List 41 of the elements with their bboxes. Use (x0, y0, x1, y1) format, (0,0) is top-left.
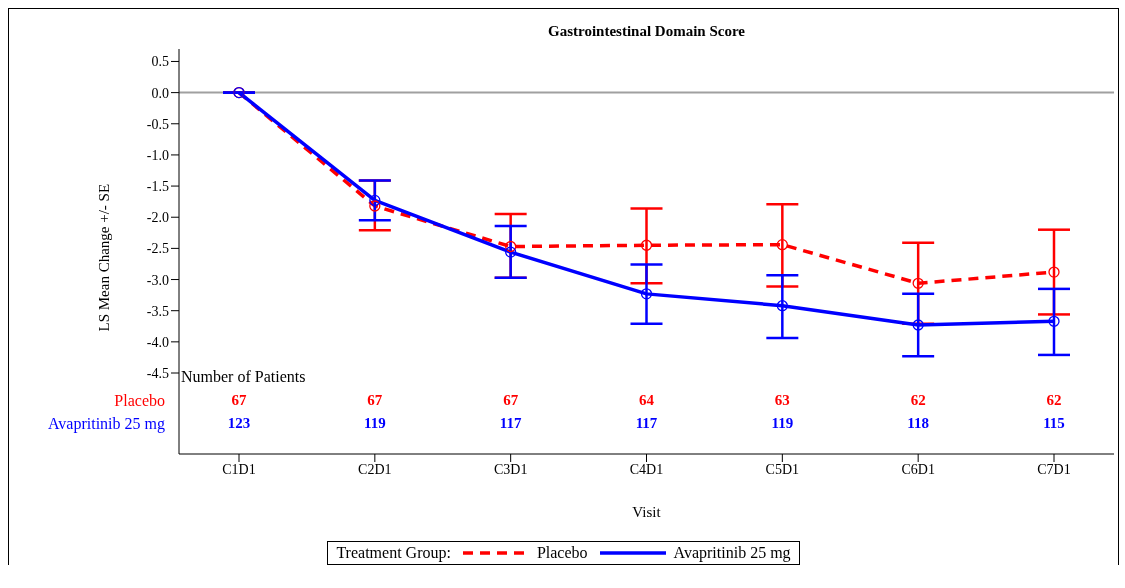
x-tick-label: C2D1 (358, 461, 392, 477)
annotation: 119 (363, 415, 387, 432)
y-axis-title: LS Mean Change +/- SE (96, 183, 113, 332)
annotation: 117 (498, 415, 523, 432)
annotation: 64 (638, 392, 655, 409)
annotation: 62 (909, 392, 927, 409)
legend-title: Treatment Group: (336, 544, 451, 562)
annotation: 115 (1042, 415, 1066, 432)
x-tick-label: C4D1 (629, 461, 664, 477)
text: Avapritinib 25 mg (47, 415, 165, 433)
legend-label: Avapritinib 25 mg (673, 544, 791, 562)
annotation: 119 (770, 415, 795, 432)
chart-title: Gastrointestinal Domain Score (547, 23, 746, 40)
x-axis-title: Visit (632, 504, 662, 520)
x-tick-label: C6D1 (901, 461, 935, 477)
annotation: 63 (773, 392, 791, 409)
y-tick-label: -1.5 (146, 179, 169, 195)
annotation: 67 (502, 392, 520, 409)
annotation: 67 (230, 392, 248, 409)
y-tick-label: -2.0 (146, 210, 169, 226)
y-tick-label: -4.0 (146, 334, 169, 350)
y-tick-label: 0.5 (151, 54, 169, 70)
y-tick-label: -0.5 (146, 116, 169, 132)
x-tick-label: C3D1 (493, 461, 528, 477)
annotation: Number of Patients (181, 368, 306, 386)
annotation: 118 (906, 415, 930, 432)
annotation: 67 (366, 392, 384, 409)
x-tick-label: C7D1 (1037, 461, 1071, 477)
legend-label: Placebo (536, 544, 588, 562)
y-tick-label: -3.5 (146, 303, 169, 319)
y-tick-label: -1.0 (146, 147, 169, 163)
annotation: 123 (226, 415, 252, 432)
y-tick-label: -4.5 (146, 365, 169, 381)
y-tick-label: -3.0 (146, 272, 169, 288)
x-tick-label: C5D1 (765, 461, 800, 477)
y-tick-label: 0.0 (151, 85, 169, 101)
y-tick-label: -2.5 (146, 241, 169, 257)
annotation: 62 (1045, 392, 1063, 409)
text: Placebo (114, 392, 165, 410)
x-tick-label: C1D1 (222, 461, 256, 477)
annotation: 117 (634, 415, 659, 432)
